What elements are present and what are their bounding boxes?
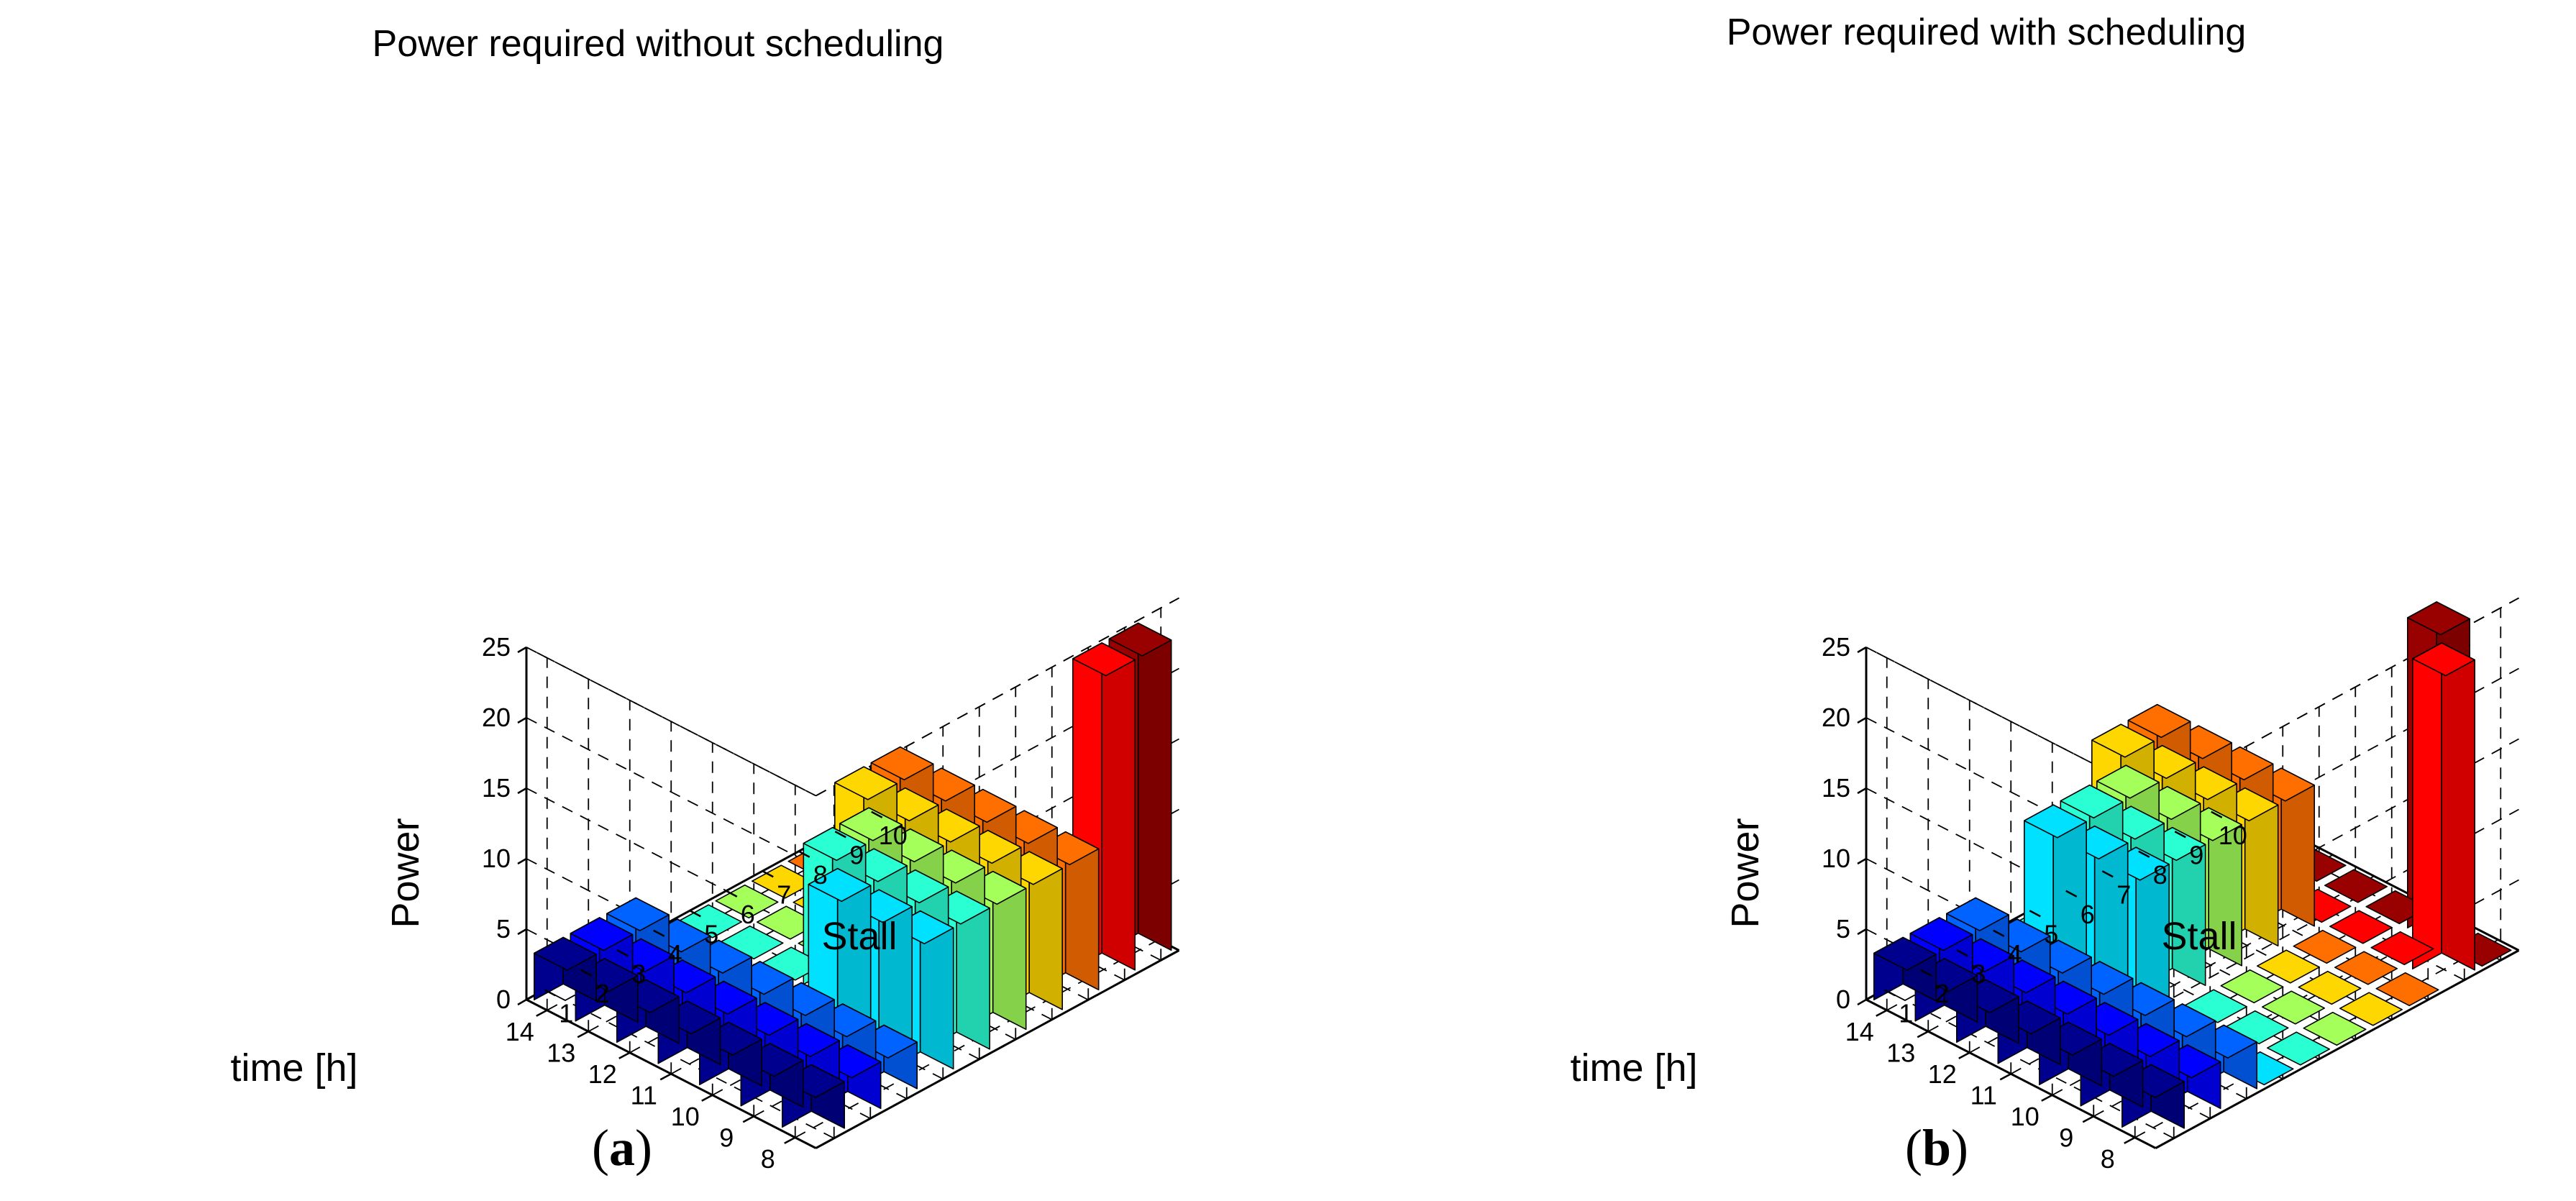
z-tick-label: 20 [1822, 703, 1850, 732]
bar-stall-7-hour-10 [2257, 949, 2320, 984]
time-tick-label: 12 [1928, 1059, 1957, 1089]
bar-stall-1-hour-14 [533, 936, 598, 1002]
z-tick-label: 10 [482, 844, 511, 873]
stall-tick-label: 1 [559, 998, 573, 1028]
z-tick-label: 25 [482, 632, 511, 662]
stall-tick-label: 9 [849, 840, 864, 869]
stall-tick-label: 8 [2153, 860, 2168, 890]
bar-stall-9-hour-9 [2370, 931, 2434, 966]
stall-tick-label: 6 [741, 900, 755, 929]
time-tick-label: 14 [506, 1017, 534, 1046]
time-tick-label: 10 [671, 1102, 700, 1131]
panel-b: Power required with scheduling0510152025… [1570, 12, 2520, 1177]
panel-caption: (b) [1905, 1119, 1968, 1177]
time-tick-label: 10 [2011, 1102, 2040, 1131]
z-tick-label: 5 [496, 914, 511, 944]
time-axis-label: time [h] [230, 1046, 357, 1090]
gridline [2134, 939, 2499, 1138]
bar-stall-8-hour-9 [2334, 951, 2398, 985]
bar-stall-7-hour-8 [2339, 992, 2403, 1026]
bar-stall-9-hour-8 [2412, 642, 2475, 971]
z-tick-label: 15 [1822, 773, 1850, 803]
bar-stall-8-hour-8 [2375, 972, 2439, 1007]
axis-line [2155, 949, 2520, 1149]
gridline [1865, 647, 2156, 797]
stall-tick-label: 10 [879, 821, 908, 850]
stall-tick-label: 6 [2081, 900, 2095, 929]
z-axis-label: Power [1724, 818, 1767, 928]
stall-tick-label: 7 [2116, 880, 2131, 909]
stall-tick-label: 8 [813, 860, 828, 890]
z-tick-label: 10 [1822, 844, 1850, 873]
stall-tick-label: 4 [2008, 939, 2022, 969]
bar-stall-10-hour-11 [2324, 869, 2388, 903]
stall-tick-label: 10 [2219, 821, 2247, 850]
time-tick-label: 13 [1886, 1038, 1915, 1067]
bar-stall-8-hour-10 [2293, 929, 2357, 964]
z-tick-label: 0 [496, 985, 511, 1014]
panel-a: Power required without scheduling0510152… [230, 23, 1180, 1177]
bars [1873, 601, 2512, 1129]
bar-stall-7-hour-9 [2298, 970, 2362, 1005]
z-axis-label: Power [384, 818, 427, 928]
bar-stall-4-hour-13 [2024, 804, 2087, 964]
chart-title: Power required with scheduling [1727, 12, 2247, 53]
time-tick-label: 11 [631, 1080, 657, 1110]
z-tick-label: 5 [1836, 914, 1850, 944]
stall-tick-label: 5 [704, 919, 718, 949]
z-tick-label: 0 [1836, 985, 1850, 1014]
axis-line [815, 949, 1180, 1149]
gridline [526, 647, 816, 797]
bar-stall-6-hour-9 [2262, 990, 2325, 1025]
z-tick-label: 20 [482, 703, 511, 732]
stall-tick-label: 4 [668, 939, 682, 969]
bar-stall-4-hour-10 [808, 867, 872, 1028]
bar-stall-6-hour-10 [2220, 969, 2284, 1004]
stall-tick-label: 7 [777, 880, 791, 909]
time-tick-label: 11 [1970, 1080, 1997, 1110]
time-tick-label: 14 [1845, 1017, 1874, 1046]
stall-tick-label: 3 [631, 959, 646, 988]
stall-axis-label: Stall [821, 915, 897, 958]
z-tick-label: 15 [482, 773, 511, 803]
time-tick-label: 8 [761, 1144, 775, 1174]
stall-tick-label: 5 [2044, 919, 2058, 949]
chart-title: Power required without scheduling [373, 23, 944, 65]
bar-stall-9-hour-10 [2329, 910, 2393, 944]
time-tick-label: 8 [2101, 1144, 2115, 1174]
bar-stall-1-hour-14 [1873, 936, 1937, 1002]
z-tick-label: 25 [1822, 632, 1850, 662]
stall-axis-label: Stall [2161, 915, 2237, 958]
bar-stall-5-hour-8 [2267, 1031, 2330, 1066]
stall-tick-label: 9 [2189, 840, 2203, 869]
time-tick-label: 12 [588, 1059, 617, 1089]
stall-tick-label: 3 [1971, 959, 1986, 988]
time-axis-label: time [h] [1570, 1046, 1697, 1090]
time-tick-label: 13 [547, 1038, 575, 1067]
time-tick-label: 9 [2059, 1123, 2073, 1152]
stall-tick-label: 1 [1899, 998, 1913, 1028]
stall-tick-label: 2 [1935, 979, 1950, 1008]
panel-caption: (a) [592, 1119, 652, 1177]
stall-tick-label: 2 [595, 979, 610, 1008]
time-tick-label: 9 [719, 1123, 734, 1152]
bars [533, 622, 1172, 1129]
bar-stall-6-hour-8 [2303, 1011, 2367, 1046]
